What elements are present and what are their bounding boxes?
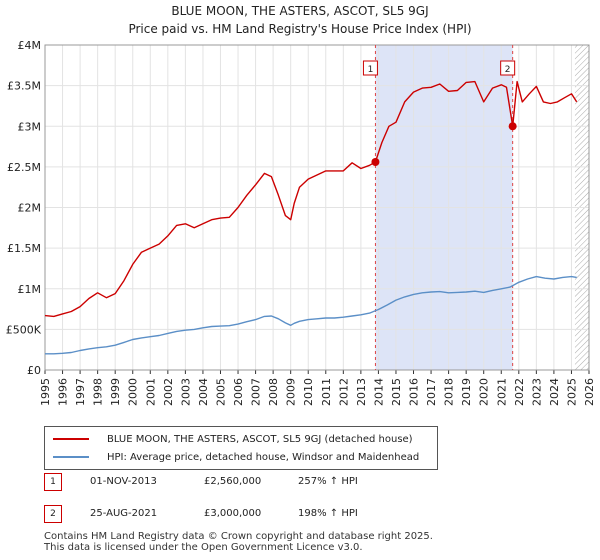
sale-badge: 2: [44, 505, 62, 523]
x-tick-label: 2016: [408, 378, 421, 406]
sale-row: 2 25-AUG-2021 £3,000,000 198% ↑ HPI: [44, 505, 464, 525]
y-tick-label: £1M: [18, 283, 42, 296]
x-tick-label: 2001: [144, 378, 157, 406]
x-tick-label: 1999: [109, 378, 122, 406]
y-tick-label: £4M: [18, 39, 42, 52]
sale-row: 1 01-NOV-2013 £2,560,000 257% ↑ HPI: [44, 473, 464, 493]
x-tick-label: 2024: [548, 378, 561, 406]
legend-item-property: BLUE MOON, THE ASTERS, ASCOT, SL5 9GJ (d…: [53, 431, 413, 447]
y-tick-label: £3M: [18, 120, 42, 133]
legend-item-hpi: HPI: Average price, detached house, Wind…: [53, 449, 419, 465]
hpi-line: [45, 275, 577, 355]
x-tick-label: 2005: [214, 378, 227, 406]
x-tick-label: 2010: [302, 378, 315, 406]
y-tick-label: £3.5M: [7, 80, 41, 93]
sale-hpi-change: 198% ↑ HPI: [298, 508, 358, 519]
sale-hpi-change: 257% ↑ HPI: [298, 476, 358, 487]
sale-marker-box: [362, 60, 378, 76]
x-tick-label: 2013: [355, 378, 368, 406]
x-tick-label: 2014: [372, 378, 385, 406]
x-tick-label: 2011: [320, 378, 333, 406]
sale-date: 01-NOV-2013: [90, 476, 157, 487]
property-price-line: [44, 80, 578, 318]
chart-title: BLUE MOON, THE ASTERS, ASCOT, SL5 9GJ: [171, 4, 429, 18]
x-tick-label: 1996: [57, 378, 70, 406]
sale-date: 25-AUG-2021: [90, 508, 158, 519]
x-tick-label: 2004: [197, 378, 210, 406]
footer-line-1: Contains HM Land Registry data © Crown c…: [44, 531, 433, 542]
legend-label-property: BLUE MOON, THE ASTERS, ASCOT, SL5 9GJ (d…: [107, 433, 413, 445]
x-tick-label: 1997: [74, 378, 87, 406]
sale-point: [508, 122, 517, 131]
sale-marker-label: 2: [505, 65, 511, 75]
x-tick-label: 1995: [39, 378, 52, 406]
sale-price: £3,000,000: [204, 508, 262, 519]
legend-label-hpi: HPI: Average price, detached house, Wind…: [107, 451, 420, 463]
x-tick-label: 2021: [495, 378, 508, 406]
sale-badge: 1: [44, 473, 62, 491]
sale-point: [371, 158, 380, 166]
x-tick-label: 2000: [127, 378, 140, 406]
sale-price: £2,560,000: [204, 476, 262, 487]
y-tick-label: £1.5M: [7, 242, 41, 255]
plot-frame: [44, 44, 590, 371]
x-tick-label: 2025: [565, 378, 578, 406]
x-tick-label: 2019: [460, 378, 473, 406]
footer-line-2: This data is licensed under the Open Gov…: [44, 542, 363, 553]
x-tick-label: 2003: [179, 378, 192, 406]
legend-swatch-hpi: [53, 456, 89, 458]
y-tick-label: £2.5M: [7, 161, 41, 174]
x-tick-label: 2002: [162, 378, 175, 406]
x-tick-label: 1998: [92, 378, 105, 406]
x-tick-label: 2017: [425, 378, 438, 406]
x-tick-label: 2012: [337, 378, 350, 406]
footer: Contains HM Land Registry data © Crown c…: [44, 531, 433, 553]
x-tick-label: 2022: [513, 378, 526, 406]
legend: BLUE MOON, THE ASTERS, ASCOT, SL5 9GJ (d…: [44, 426, 438, 470]
x-tick-label: 2006: [232, 378, 245, 406]
x-tick-label: 2009: [285, 378, 298, 406]
y-tick-label: £2M: [18, 202, 42, 215]
x-tick-label: 2020: [478, 378, 491, 406]
legend-swatch-property: [53, 438, 89, 440]
y-tick-label: £0: [27, 364, 41, 377]
price-chart: £0 £500K £1M £1.5M £2M £2.5M £3M £3.5M £4M 1995 19…: [6, 39, 596, 406]
x-tick-label: 2026: [583, 378, 596, 406]
x-tick-label: 2015: [390, 378, 403, 406]
x-tick-label: 2023: [530, 378, 543, 406]
x-tick-label: 2018: [443, 378, 456, 406]
x-tick-label: 2007: [250, 378, 263, 406]
sale-marker-label: 1: [368, 65, 374, 75]
chart-subtitle: Price paid vs. HM Land Registry's House …: [128, 22, 472, 36]
y-tick-label: £500K: [6, 323, 42, 336]
x-tick-label: 2008: [267, 378, 280, 406]
sale-marker-box: [500, 60, 516, 76]
